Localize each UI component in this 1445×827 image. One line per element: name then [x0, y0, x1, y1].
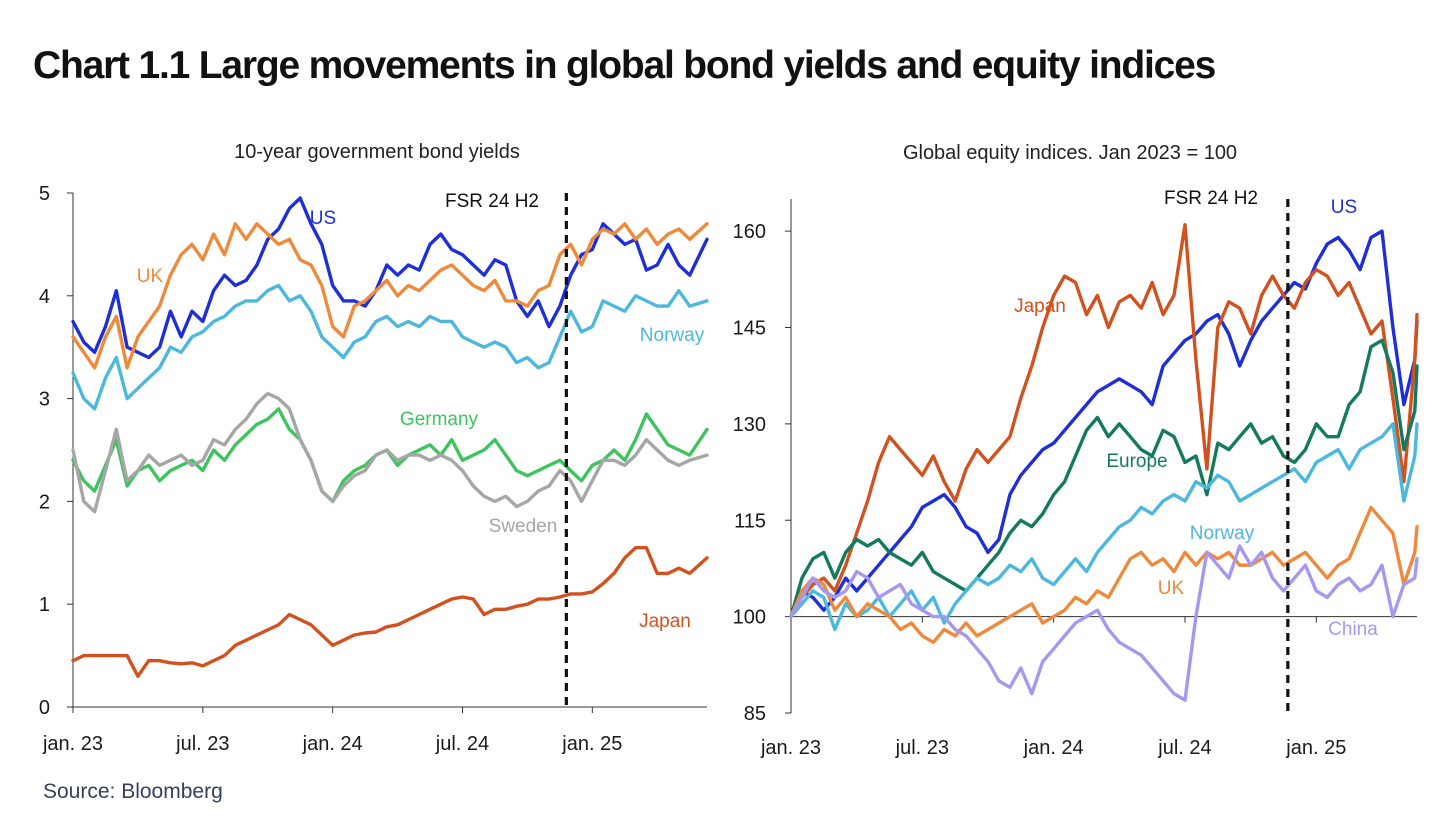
series-line-sweden [71, 391, 709, 514]
y-tick-label: 100 [733, 607, 766, 629]
series-label-china: China [1328, 619, 1378, 640]
series-label-uk: UK [137, 266, 164, 287]
series-line-europe [789, 338, 1419, 619]
chart-title: Chart 1.1 Large movements in global bond… [33, 44, 1216, 87]
x-tick-label: jul. 24 [1157, 737, 1211, 759]
y-tick-label: 145 [733, 318, 766, 340]
series-line-uk [789, 505, 1419, 644]
series-label-europe: Europe [1106, 451, 1167, 472]
fsr-marker-label: FSR 24 H2 [445, 191, 539, 212]
series-line-japan [789, 222, 1419, 619]
fsr-marker-label: FSR 24 H2 [1164, 188, 1258, 209]
series-line-norway [789, 422, 1419, 632]
x-tick-label: jan. 24 [302, 733, 363, 755]
source-note: Source: Bloomberg [43, 780, 223, 803]
y-tick-label: 130 [733, 414, 766, 436]
x-tick-label: jan. 23 [42, 733, 103, 755]
x-tick-label: jan. 24 [1023, 737, 1084, 759]
series-line-china [789, 544, 1419, 702]
x-tick-label: jul. 24 [435, 733, 489, 755]
series-line-uk [71, 222, 709, 370]
y-tick-label: 115 [734, 510, 766, 532]
series-label-germany: Germany [400, 409, 479, 430]
y-tick-label: 85 [744, 703, 766, 725]
y-tick-label: 2 [39, 491, 50, 513]
x-tick-label: jul. 23 [175, 733, 229, 755]
series-label-us: US [1331, 197, 1357, 218]
y-tick-label: 3 [39, 389, 50, 411]
series-line-us [71, 196, 709, 360]
series-label-norway: Norway [640, 325, 705, 346]
series-label-japan: Japan [639, 611, 691, 632]
x-tick-label: jan. 25 [1285, 737, 1346, 759]
equity-indices-panel: Global equity indices. Jan 2023 = 100 85 1… [733, 142, 1419, 759]
series-line-norway [71, 283, 709, 411]
series-label-uk: UK [1158, 578, 1185, 599]
x-tick-label: jan. 23 [760, 737, 821, 759]
bond-yields-panel: 10-year government bond yields 0 1 2 3 4 5 jan.… [39, 141, 709, 755]
series-label-sweden: Sweden [489, 516, 558, 537]
series-label-japan: Japan [1014, 296, 1066, 317]
series-line-japan [71, 546, 709, 678]
series-label-norway: Norway [1190, 523, 1255, 544]
panel-title: 10-year government bond yields [234, 141, 520, 163]
y-tick-label: 1 [39, 594, 50, 616]
y-tick-label: 0 [39, 697, 50, 719]
panel-title: Global equity indices. Jan 2023 = 100 [903, 142, 1237, 164]
series-line-us [789, 229, 1419, 619]
x-tick-label: jul. 23 [895, 737, 949, 759]
x-tick-label: jan. 25 [561, 733, 622, 755]
series-label-us: US [310, 208, 336, 229]
y-tick-label: 5 [39, 183, 50, 205]
y-tick-label: 160 [733, 221, 766, 243]
y-tick-label: 4 [39, 286, 50, 308]
